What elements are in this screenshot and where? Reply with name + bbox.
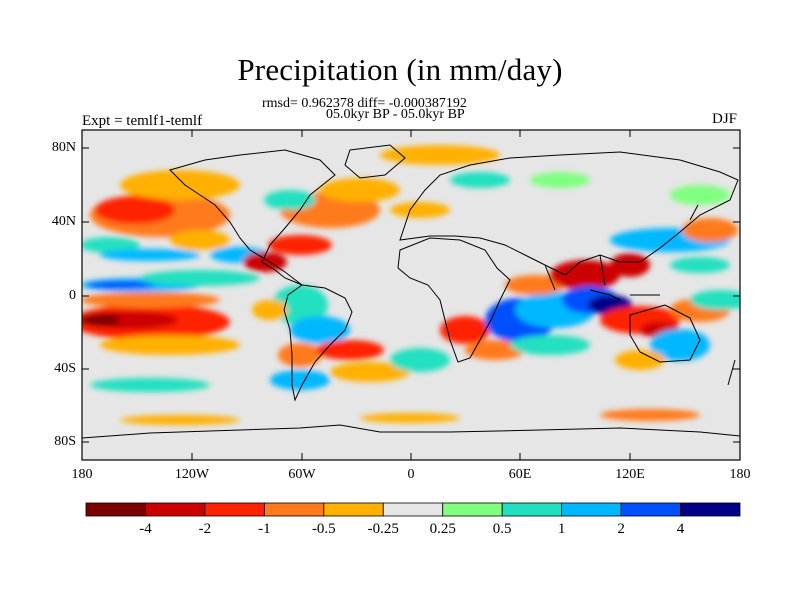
colorbar-label: -2 [198,521,212,537]
colorbar-swatch [204,502,265,517]
colorbar-label: 2 [617,521,625,537]
precipitation-anomaly-field [82,145,740,425]
x-tick-label: 60W [288,467,316,482]
x-tick-label: 120W [174,467,210,482]
colorbar-label: 1 [557,521,566,537]
y-tick-label: 40S [54,361,76,376]
x-tick-label: 120E [615,467,645,482]
chart-title: Precipitation (in mm/day) [237,52,563,87]
colorbar-swatch [561,502,622,517]
y-tick-label: 80N [51,140,76,155]
axis-ticks [81,130,741,460]
y-tick-label: 40N [51,214,76,229]
experiment-label: Expt = temlf1-temlf [82,113,203,129]
rmsd-diff-label: rmsd= 0.962378 diff= -0.000387192 [262,96,467,111]
colorbar-swatch [620,502,681,517]
colorbar-swatch [501,502,563,517]
colorbar-swatch [680,502,741,517]
y-tick-label: 0 [69,288,76,303]
colorbar-swatch [85,502,146,517]
colorbar-label: 0.5 [492,521,512,537]
colorbar-swatch [442,502,503,517]
colorbar-swatch [382,502,444,517]
colorbar-label: -4 [139,521,152,537]
colorbar [85,502,741,517]
colorbar-swatch [263,502,325,517]
coastlines [82,144,740,439]
period-label: 05.0kyr BP - 05.0kyr BP [326,107,465,122]
x-tick-label: 0 [407,467,415,482]
colorbar-swatch [145,502,206,517]
x-tick-label: 60E [508,467,532,482]
colorbar-label: -0.25 [367,521,399,537]
x-tick-label: 180 [729,467,751,482]
colorbar-swatch [323,502,384,517]
y-tick-label: 80S [54,434,76,449]
colorbar-label: 0.25 [429,521,456,537]
x-tick-label: 180 [71,467,93,482]
colorbar-label: -0.5 [311,521,336,537]
colorbar-label: -1 [258,521,271,537]
season-label: DJF [712,111,738,127]
colorbar-label: 4 [676,521,685,537]
